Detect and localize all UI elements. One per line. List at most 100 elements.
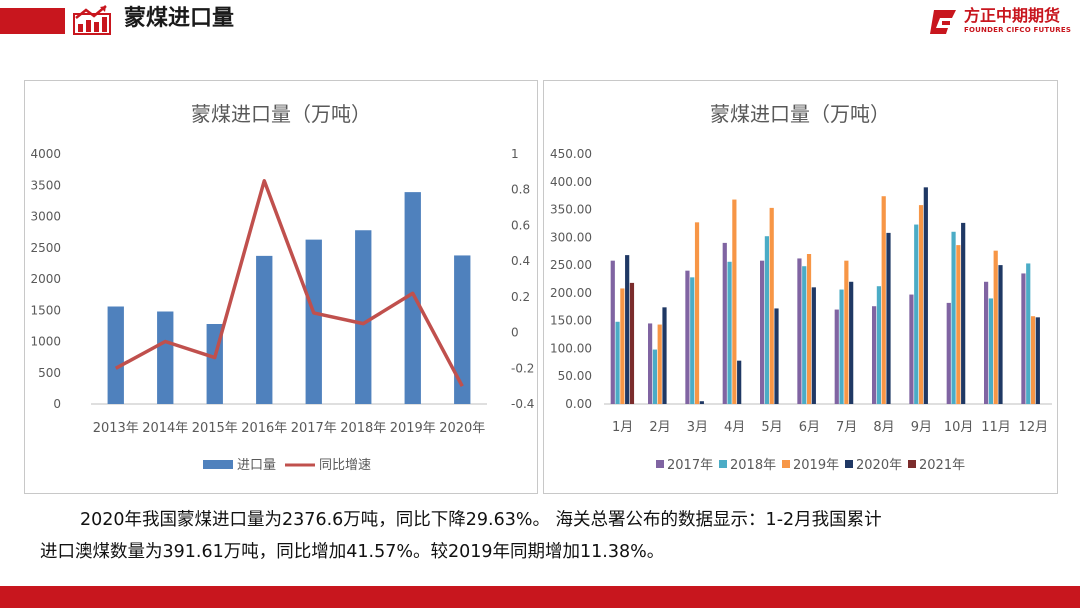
bar-2017年-12月	[1021, 273, 1026, 404]
x-tick-label: 2013年	[93, 421, 139, 436]
bar-2020年-10月	[961, 222, 966, 404]
x-tick-label: 8月	[873, 420, 894, 435]
bar-2020年-11月	[998, 265, 1003, 404]
legend-swatch-2018年	[719, 460, 727, 468]
bar-import-2017年	[305, 239, 322, 404]
y-tick-label: 350.00	[550, 203, 592, 217]
bar-2018年-10月	[951, 231, 956, 404]
bar-2019年-4月	[732, 199, 737, 404]
bar-2018年-2月	[652, 349, 657, 404]
x-tick-label: 6月	[799, 420, 820, 435]
header-accent-block	[0, 8, 65, 34]
bar-2020年-6月	[811, 287, 816, 404]
bar-2019年-7月	[844, 260, 849, 404]
legend-swatch-import	[203, 460, 233, 469]
legend-swatch-2019年	[782, 460, 790, 468]
x-tick-label: 10月	[944, 420, 974, 435]
bar-2019年-12月	[1030, 316, 1036, 404]
bar-import-2020年	[454, 255, 471, 404]
monthly-import-chart: 蒙煤进口量（万吨） 0.00 50.00 100.00 150.00 200.00 250.…	[550, 102, 1052, 473]
x-tick-label: 2016年	[241, 421, 287, 436]
bar-2018年-9月	[914, 224, 919, 404]
y-left-tick-label: 2500	[30, 241, 61, 255]
bar-2018年-6月	[802, 266, 807, 404]
bar-2017年-5月	[760, 260, 765, 404]
bar-2017年-6月	[797, 258, 802, 404]
y-left-tick-label: 500	[38, 366, 61, 380]
bar-2018年-4月	[727, 261, 732, 404]
x-tick-label: 2018年	[340, 421, 386, 436]
bar-2017年-1月	[610, 260, 615, 404]
legend-swatch-2020年	[845, 460, 853, 468]
y-right-tick-label: 0	[511, 326, 519, 340]
header-bar: 蒙煤进口量 方正中期期货 FOUNDER CIFCO FUTURES	[0, 0, 1080, 40]
x-tick-label: 2014年	[142, 421, 188, 436]
brand-name-cn: 方正中期期货	[964, 6, 1061, 25]
bar-2020年-5月	[774, 308, 779, 404]
bar-import-2019年	[404, 192, 421, 404]
bar-2017年-3月	[685, 270, 690, 404]
bar-2020年-9月	[923, 187, 928, 404]
line-yoy-growth	[114, 179, 464, 387]
legend-label-import: 进口量	[237, 458, 276, 473]
bar-2019年-2月	[657, 324, 662, 404]
legend-label-2017年: 2017年	[667, 458, 713, 473]
bar-2018年-3月	[690, 277, 695, 404]
bar-2019年-9月	[918, 205, 924, 404]
bar-import-2016年	[256, 255, 273, 404]
founder-logo-icon	[930, 10, 956, 34]
x-tick-label: 7月	[836, 420, 857, 435]
bar-2020年-8月	[886, 232, 891, 404]
monthly-import-chart-panel: 蒙煤进口量（万吨） 0.00 50.00 100.00 150.00 200.00 250.…	[543, 80, 1058, 494]
bar-2017年-8月	[872, 306, 877, 404]
y-tick-label: 200.00	[550, 286, 592, 300]
legend-label-2019年: 2019年	[793, 458, 839, 473]
bar-2019年-3月	[694, 222, 700, 404]
bar-2021年-1月	[629, 282, 635, 404]
brand-logo-block: 方正中期期货 FOUNDER CIFCO FUTURES	[928, 6, 1078, 38]
chart-title: 蒙煤进口量（万吨）	[710, 102, 890, 126]
bar-2017年-4月	[722, 242, 727, 404]
bar-2019年-1月	[620, 288, 625, 404]
bar-2020年-12月	[1035, 317, 1040, 404]
bar-2018年-12月	[1026, 263, 1031, 404]
y-right-tick-label: 0.4	[511, 254, 530, 268]
bar-import-2013年	[107, 306, 124, 404]
bar-2017年-2月	[648, 323, 653, 404]
bar-import-2018年	[355, 230, 372, 404]
y-left-tick-label: 3000	[30, 210, 61, 224]
y-left-tick-label: 1500	[30, 303, 61, 317]
bar-2020年-7月	[849, 281, 854, 404]
bar-import-2014年	[157, 311, 174, 404]
bar-2017年-11月	[984, 281, 989, 404]
bar-2020年-4月	[737, 360, 742, 404]
legend-swatch-2017年	[656, 460, 664, 468]
bar-2019年-8月	[881, 196, 886, 404]
x-tick-label: 5月	[761, 420, 782, 435]
legend-label-2020年: 2020年	[856, 458, 902, 473]
annual-import-chart-panel: 蒙煤进口量（万吨） 0 500 1000 1500 2000 2500 3000 3500 400…	[24, 80, 538, 494]
y-tick-label: 450.00	[550, 147, 592, 161]
y-tick-label: 250.00	[550, 258, 592, 272]
bar-2018年-8月	[876, 286, 881, 404]
y-right-tick-label: -0.2	[511, 361, 534, 375]
y-left-tick-label: 3500	[30, 178, 61, 192]
x-tick-label: 2017年	[291, 421, 337, 436]
y-right-tick-label: 0.6	[511, 218, 530, 232]
bar-2018年-5月	[764, 236, 769, 404]
bar-2020年-2月	[662, 307, 667, 404]
bar-2018年-11月	[988, 298, 993, 404]
chart-title: 蒙煤进口量（万吨）	[191, 102, 371, 126]
bar-2018年-7月	[839, 289, 844, 404]
y-tick-label: 150.00	[550, 314, 592, 328]
bar-2017年-10月	[946, 302, 951, 404]
summary-line-2: 进口澳煤数量为391.61万吨，同比增加41.57%。较2019年同期增加11.…	[40, 542, 665, 562]
x-tick-label: 2015年	[192, 421, 238, 436]
y-tick-label: 400.00	[550, 175, 592, 189]
legend-label-yoy: 同比增速	[319, 458, 371, 473]
bar-2020年-3月	[699, 401, 704, 404]
summary-text: 2020年我国蒙煤进口量为2376.6万吨，同比下降29.63%。 海关总署公布…	[40, 504, 1040, 568]
y-right-tick-label: 1	[511, 147, 519, 161]
x-tick-label: 1月	[612, 420, 633, 435]
legend-label-2018年: 2018年	[730, 458, 776, 473]
